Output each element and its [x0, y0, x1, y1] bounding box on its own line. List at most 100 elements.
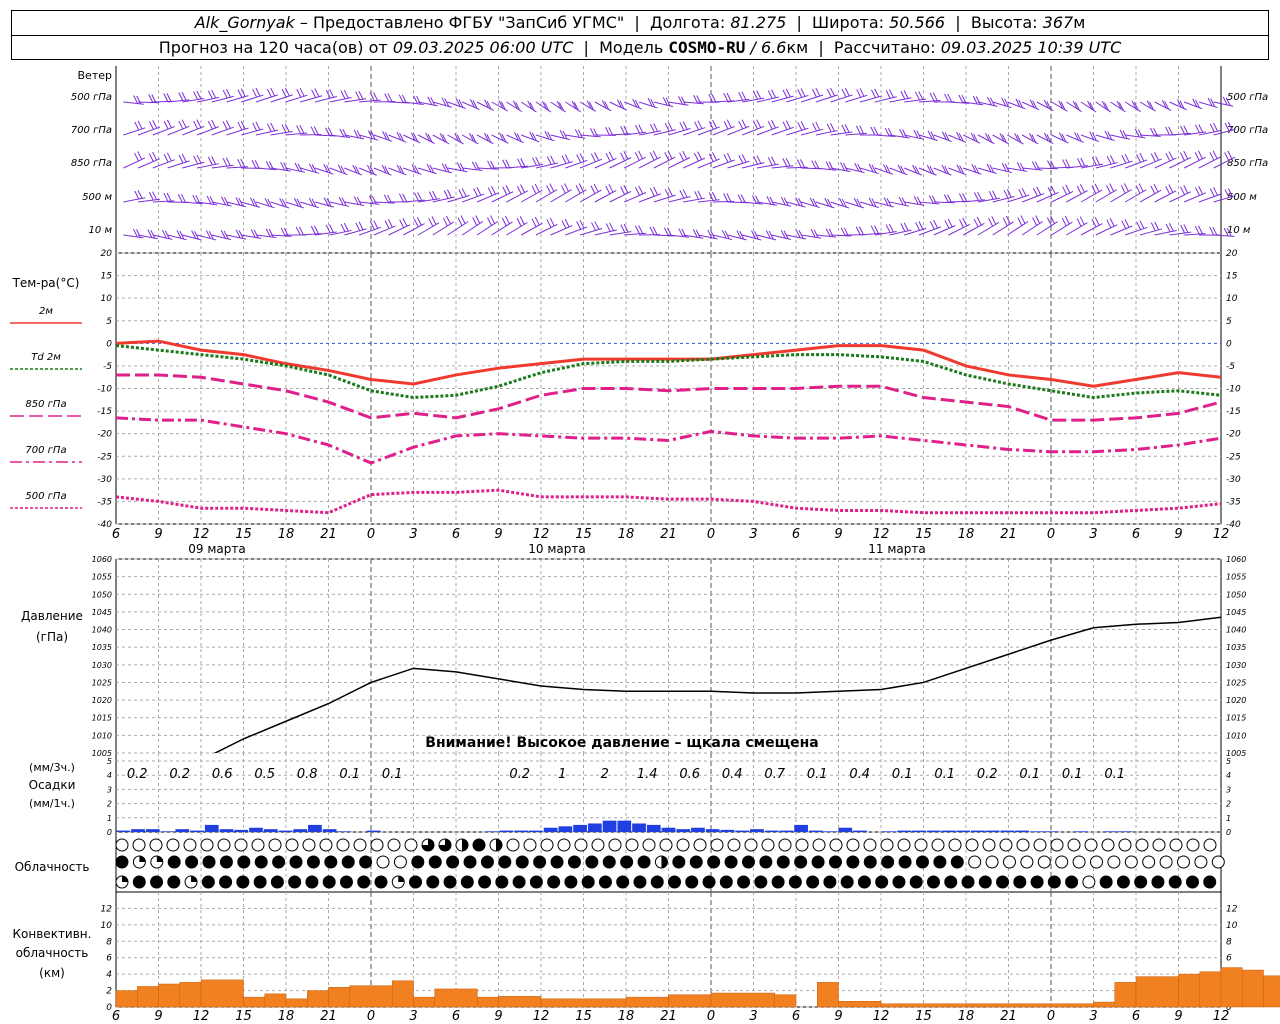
wind-barb-feather — [977, 191, 983, 201]
temp-series-line — [115, 339, 1222, 388]
cloud-cover-symbol — [1116, 875, 1130, 889]
wind-barb-feather — [166, 93, 172, 102]
wind-barb-feather — [1014, 133, 1020, 142]
cloud-axis-label: Облачность — [15, 860, 90, 874]
wind-barb-feather — [410, 132, 416, 141]
wind-barb-feather — [211, 156, 217, 165]
wind-barb-feather — [1106, 155, 1112, 165]
wind-barb-feather — [252, 88, 258, 98]
wind-barb-feather — [927, 130, 933, 140]
wind-barb-feather — [913, 129, 919, 139]
wind-barb-feather — [413, 192, 419, 201]
wind-barb-feather — [428, 218, 434, 227]
wind-barb-feather — [723, 154, 729, 163]
wind-barb-feather — [1194, 225, 1200, 235]
cloud-cover-symbol — [1065, 875, 1079, 889]
wind-barb-feather — [987, 134, 993, 143]
wind-barb-feather — [284, 87, 290, 97]
calc-time: 09.03.2025 10:39 UTC — [940, 38, 1122, 57]
wind-barb-feather — [443, 190, 449, 199]
temp-tick-label-right: -20 — [1226, 430, 1241, 440]
wind-barb — [403, 167, 422, 175]
wind-barb-feather — [266, 123, 272, 132]
wind-barb-feather — [192, 194, 198, 204]
precip-bar — [337, 831, 352, 832]
bottom-hour-tick-label: 9 — [1174, 1009, 1182, 1024]
wind-barb-feather — [723, 120, 729, 130]
wind-barb-feather — [1165, 185, 1171, 195]
cloud-cover-symbol — [529, 875, 543, 889]
precip-tick-label-right: 0 — [1226, 828, 1231, 837]
wind-barb-feather — [1209, 123, 1215, 133]
wind-barb-feather — [579, 219, 585, 229]
wind-barb-feather — [916, 196, 922, 205]
precip-tick-label-right: 5 — [1226, 757, 1231, 766]
wind-barb-feather — [310, 225, 316, 235]
precip-3h-total: 0.4 — [849, 767, 870, 782]
wind-barb-feather — [693, 95, 699, 104]
wind-barb-feather — [550, 155, 556, 164]
wind-barb-feather — [354, 165, 360, 175]
conv-cloud-bar — [434, 988, 478, 1008]
cloud-cover-symbol — [339, 875, 353, 889]
wind-barb-feather — [856, 89, 862, 98]
wind-barb-feather — [1180, 125, 1185, 135]
wind-barb-feather — [1110, 155, 1115, 164]
station-name: Alk_Gornyak — [194, 13, 295, 32]
wind-barb — [447, 101, 466, 109]
wind-barb-feather — [1226, 227, 1232, 237]
wind-barb-feather — [873, 126, 879, 136]
wind-barb — [520, 222, 543, 236]
wind-barb-feather — [270, 87, 276, 97]
pressure-tick-label: 1005 — [92, 749, 112, 758]
wind-barb-feather — [812, 122, 817, 132]
wind-barb-feather — [970, 132, 976, 141]
precip-bar — [573, 824, 587, 832]
cloud-cover-symbol — [254, 855, 268, 869]
cloud-cover-symbol — [167, 875, 181, 889]
wind-barb-feather — [991, 216, 997, 225]
wind-barb — [1213, 156, 1236, 169]
cloud-cover-symbol — [1072, 855, 1086, 869]
bottom-hour-tick-label: 12 — [533, 1009, 550, 1024]
wind-barb-feather — [534, 216, 540, 226]
wind-barb-feather — [590, 128, 595, 137]
wind-barb-feather — [1213, 122, 1219, 132]
conv-cloud-bar — [200, 979, 244, 1008]
wind-barb-feather — [371, 195, 377, 205]
cloud-cover-symbol — [202, 855, 216, 869]
wind-level-label-right: 850 гПа — [1227, 158, 1268, 169]
cloud-cover-symbol — [944, 875, 958, 889]
temp-series-line — [115, 488, 1222, 515]
wind-barb-feather — [973, 218, 979, 228]
conv-axis-label: Конвективн. — [13, 927, 92, 941]
wind-level-label: 10 м — [89, 225, 113, 236]
wind-barb-feather — [813, 229, 819, 238]
wind-barb-feather — [1089, 131, 1095, 140]
wind-barb-feather — [842, 162, 848, 172]
cloud-cover-symbol — [387, 838, 401, 852]
wind-barb-feather — [958, 133, 964, 142]
wind-barb-feather — [898, 196, 904, 206]
wind-barb-feather — [855, 226, 861, 235]
bottom-hour-tick-label: 3 — [749, 1009, 757, 1024]
wind-barb-feather — [134, 121, 140, 131]
wind-barb-feather — [294, 162, 300, 172]
conv-tick-label: 12 — [101, 904, 113, 914]
wind-barb-feather — [886, 197, 892, 207]
wind-barb-feather — [999, 133, 1005, 142]
wind-barb-feather — [859, 125, 865, 134]
wind-barb-feather — [724, 230, 730, 240]
wind-barb-feather — [576, 154, 582, 163]
conv-cloud-bar — [115, 990, 138, 1008]
bottom-hour-tick-label: 9 — [154, 1009, 162, 1024]
bottom-hour-tick-label: 21 — [320, 1009, 337, 1024]
cloud-cover-symbol — [564, 875, 578, 889]
wind-barb — [962, 222, 985, 236]
cloud-cover-symbol — [393, 855, 407, 869]
wind-barb-feather — [148, 191, 154, 201]
wind-barb-feather — [133, 95, 139, 104]
wind-barb-feather — [504, 215, 510, 225]
wind-barb-feather — [398, 94, 404, 103]
pressure-axis-label: Давление — [21, 609, 83, 623]
